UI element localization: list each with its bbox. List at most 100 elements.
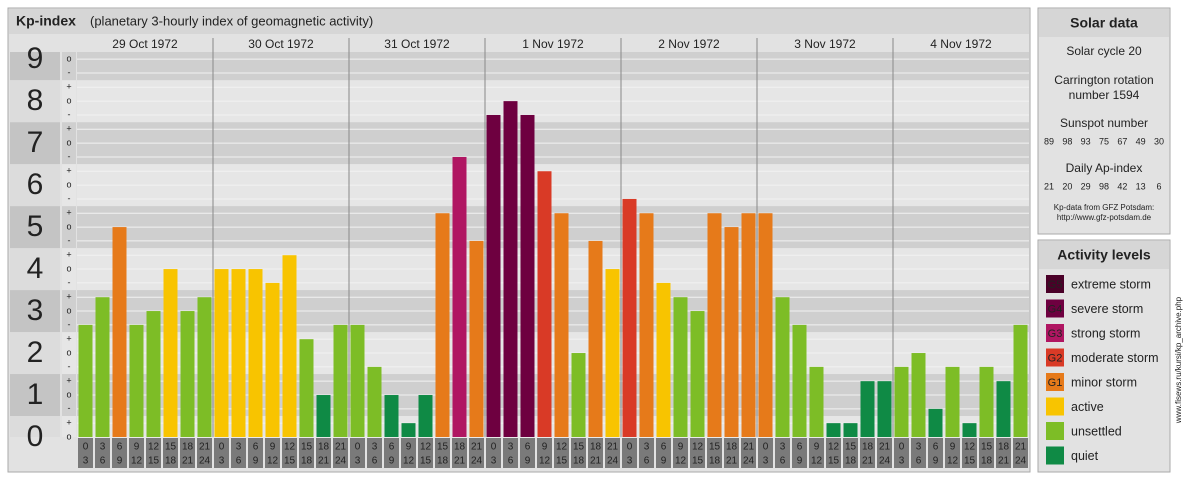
hour-label: 12 [403,456,415,467]
hour-label: 15 [437,442,449,453]
hour-label: 12 [828,442,840,453]
bar [503,101,518,438]
hour-box [316,438,331,468]
hour-label: 24 [199,456,211,467]
hour-label: 21 [454,456,466,467]
hour-label: 18 [573,456,585,467]
hour-label: 6 [661,442,667,453]
y-axis-band [10,206,60,249]
hour-label: 9 [933,456,939,467]
bar [962,423,977,437]
bar [520,114,535,437]
bar [860,381,875,437]
bar [724,227,739,437]
y-minor-label: + [66,334,71,344]
hour-label: 15 [981,442,993,453]
sunspot-values: 30 [1154,136,1164,146]
hour-label: 12 [420,442,432,453]
legend-label: strong storm [1071,326,1140,340]
hour-label: 3 [508,442,514,453]
hour-box [639,438,654,468]
y-minor-band [62,80,76,123]
hour-box [911,438,926,468]
legend-label: moderate storm [1071,351,1159,365]
bar [316,395,331,437]
hour-label: 6 [253,442,259,453]
y-minor-label: o [66,305,71,315]
y-minor-band [62,52,76,81]
hour-box [673,438,688,468]
hour-label: 12 [284,442,296,453]
band [77,416,1029,437]
ap-values: 13 [1136,181,1146,191]
day-label: 29 Oct 1972 [112,37,178,51]
ap-values: 20 [1062,181,1072,191]
y-minor-band [62,164,76,207]
day-label: 3 Nov 1972 [794,37,856,51]
hour-label: 3 [627,456,633,467]
hour-box [384,438,399,468]
bar [945,366,960,437]
bar [95,297,110,437]
bar [622,198,637,437]
bar [163,269,178,437]
hour-label: 12 [148,442,160,453]
legend-swatch [1046,373,1064,391]
hour-label: 18 [182,442,194,453]
hour-label: 6 [916,456,922,467]
hour-box [860,438,875,468]
hour-box [214,438,229,468]
hour-label: 6 [525,442,531,453]
y-minor-band [62,248,76,291]
carrington: number 1594 [1069,88,1140,102]
hour-box [163,438,178,468]
hour-label: 9 [542,442,548,453]
hour-box [1013,438,1028,468]
hour-label: 0 [219,442,225,453]
y-tick-label: 5 [27,210,44,243]
hour-box [690,438,705,468]
hour-label: 9 [389,456,395,467]
legend-swatch [1046,348,1064,367]
hour-label: 21 [879,442,891,453]
y-tick-label: 8 [27,84,44,117]
y-minor-label: + [66,250,71,260]
y-axis-band [10,80,60,123]
y-tick-label: 0 [27,420,44,453]
hour-box [554,438,569,468]
bar [248,269,263,437]
hour-box [180,438,195,468]
hour-box [741,438,756,468]
hour-label: 0 [763,442,769,453]
bar [639,213,654,437]
y-minor-band [62,122,76,165]
hour-label: 15 [165,442,177,453]
hour-label: 18 [981,456,993,467]
hour-label: 12 [131,456,143,467]
hour-label: 21 [471,442,483,453]
ap-values: 42 [1117,181,1127,191]
y-minor-label: - [68,403,71,413]
y-tick-label: 3 [27,294,44,327]
y-minor-band [62,290,76,333]
hour-box [401,438,416,468]
sunspot-values: 89 [1044,136,1054,146]
y-tick-label: 9 [27,42,44,75]
hour-label: 3 [916,442,922,453]
bar [707,213,722,437]
legend-badge: G2 [1048,352,1063,364]
hour-box [197,438,212,468]
hour-label: 15 [556,456,568,467]
y-axis-band [10,248,60,291]
hour-label: 12 [556,442,568,453]
hour-label: 0 [491,442,497,453]
hour-box [945,438,960,468]
bar [231,269,246,437]
bar [775,297,790,437]
solar-cycle: Solar cycle 20 [1066,44,1142,58]
hour-label: 18 [165,456,177,467]
bar [197,297,212,437]
hour-box [435,438,450,468]
hour-label: 9 [950,442,956,453]
hour-box [622,438,637,468]
